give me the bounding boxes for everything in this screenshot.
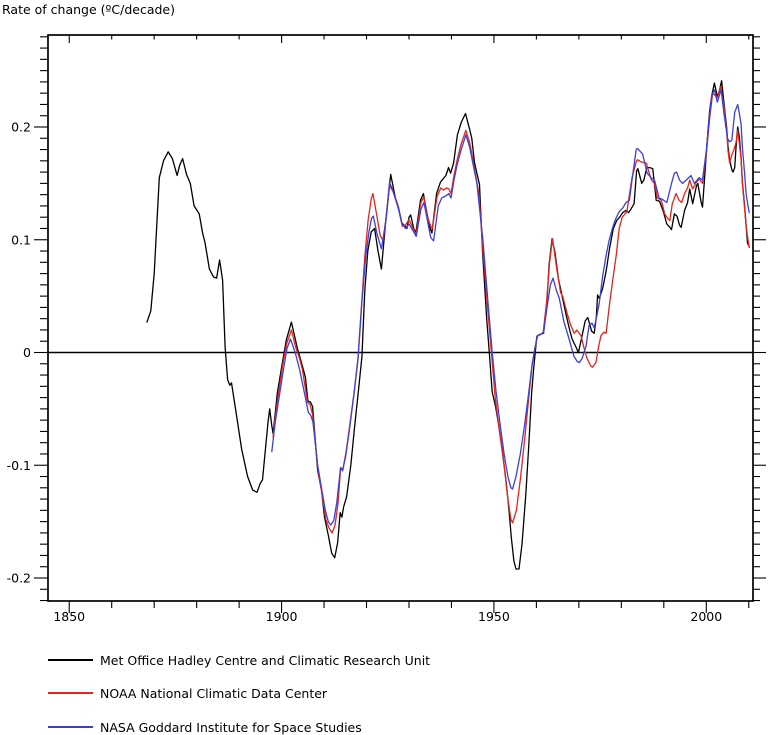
- nasa-line-swatch: [48, 726, 93, 728]
- series-line-1: [272, 85, 750, 534]
- noaa-legend-label: NOAA National Climatic Data Center: [100, 686, 328, 701]
- x-tick-label: 1900: [266, 609, 298, 624]
- nasa-legend-label: NASA Goddard Institute for Space Studies: [100, 720, 362, 735]
- y-tick-label: 0: [23, 345, 31, 360]
- x-tick-label: 1850: [53, 609, 85, 624]
- x-tick-label: 1950: [478, 609, 510, 624]
- noaa-line-swatch: [48, 692, 93, 694]
- y-tick-label: -0.1: [7, 458, 31, 473]
- x-tick-label: 2000: [690, 609, 722, 624]
- y-axis-title: Rate of change (ºC/decade): [2, 2, 175, 17]
- legend-item-hadcrut: Met Office Hadley Centre and Climatic Re…: [0, 652, 768, 668]
- series-line-2: [271, 89, 750, 526]
- hadcrut-line-swatch: [48, 659, 93, 661]
- hadcrut-legend-label: Met Office Hadley Centre and Climatic Re…: [100, 653, 431, 668]
- series-line-0: [146, 80, 750, 570]
- y-tick-label: 0.1: [11, 232, 31, 247]
- axis-frame: [47, 34, 754, 602]
- y-tick-label: 0.2: [11, 120, 31, 135]
- legend-item-nasa: NASA Goddard Institute for Space Studies: [0, 719, 768, 735]
- legend-item-noaa: NOAA National Climatic Data Center: [0, 685, 768, 701]
- y-tick-label: -0.2: [7, 570, 31, 585]
